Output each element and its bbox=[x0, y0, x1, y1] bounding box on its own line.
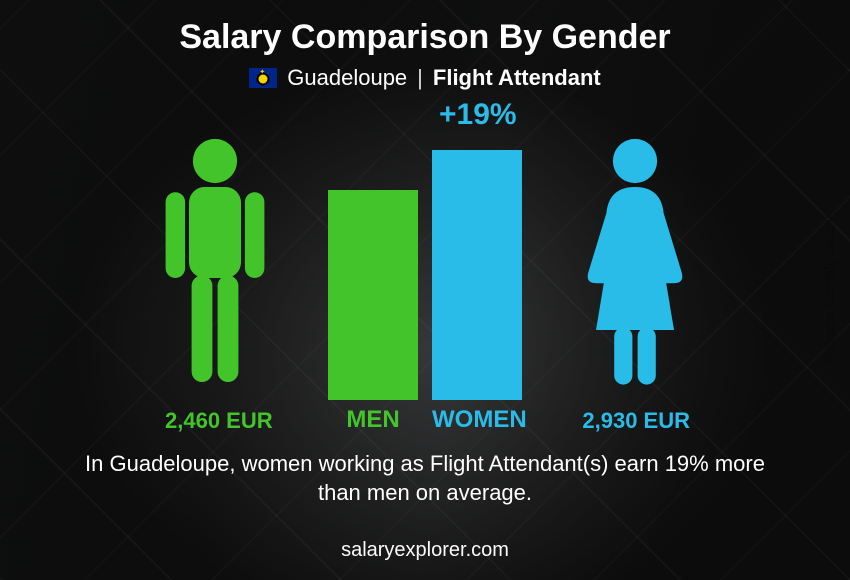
location-text: Guadeloupe bbox=[287, 65, 407, 91]
women-bar-label: WOMEN bbox=[432, 406, 522, 434]
chart-area: +19% MEN WOMEN bbox=[0, 110, 850, 440]
subtitle: Guadeloupe | Flight Attendant bbox=[0, 65, 850, 91]
guadeloupe-flag-icon bbox=[249, 68, 277, 88]
infographic: Salary Comparison By Gender Guadeloupe |… bbox=[0, 0, 850, 580]
separator: | bbox=[417, 65, 423, 91]
men-value: 2,460 EUR bbox=[165, 408, 273, 434]
job-title: Flight Attendant bbox=[433, 65, 601, 91]
women-value: 2,930 EUR bbox=[582, 408, 690, 434]
men-bar-label: MEN bbox=[328, 406, 418, 434]
women-bar: WOMEN bbox=[432, 150, 522, 400]
title: Salary Comparison By Gender bbox=[0, 0, 850, 57]
description: In Guadeloupe, women working as Flight A… bbox=[0, 449, 850, 508]
female-figure-icon bbox=[570, 135, 700, 400]
source-url: salaryexplorer.com bbox=[0, 539, 850, 562]
men-bar: MEN bbox=[328, 190, 418, 400]
y-axis-label: Average Monthly Salary bbox=[820, 0, 838, 580]
bar-group: MEN WOMEN bbox=[328, 150, 522, 400]
delta-label: +19% bbox=[439, 98, 517, 132]
male-figure-icon bbox=[150, 135, 280, 400]
